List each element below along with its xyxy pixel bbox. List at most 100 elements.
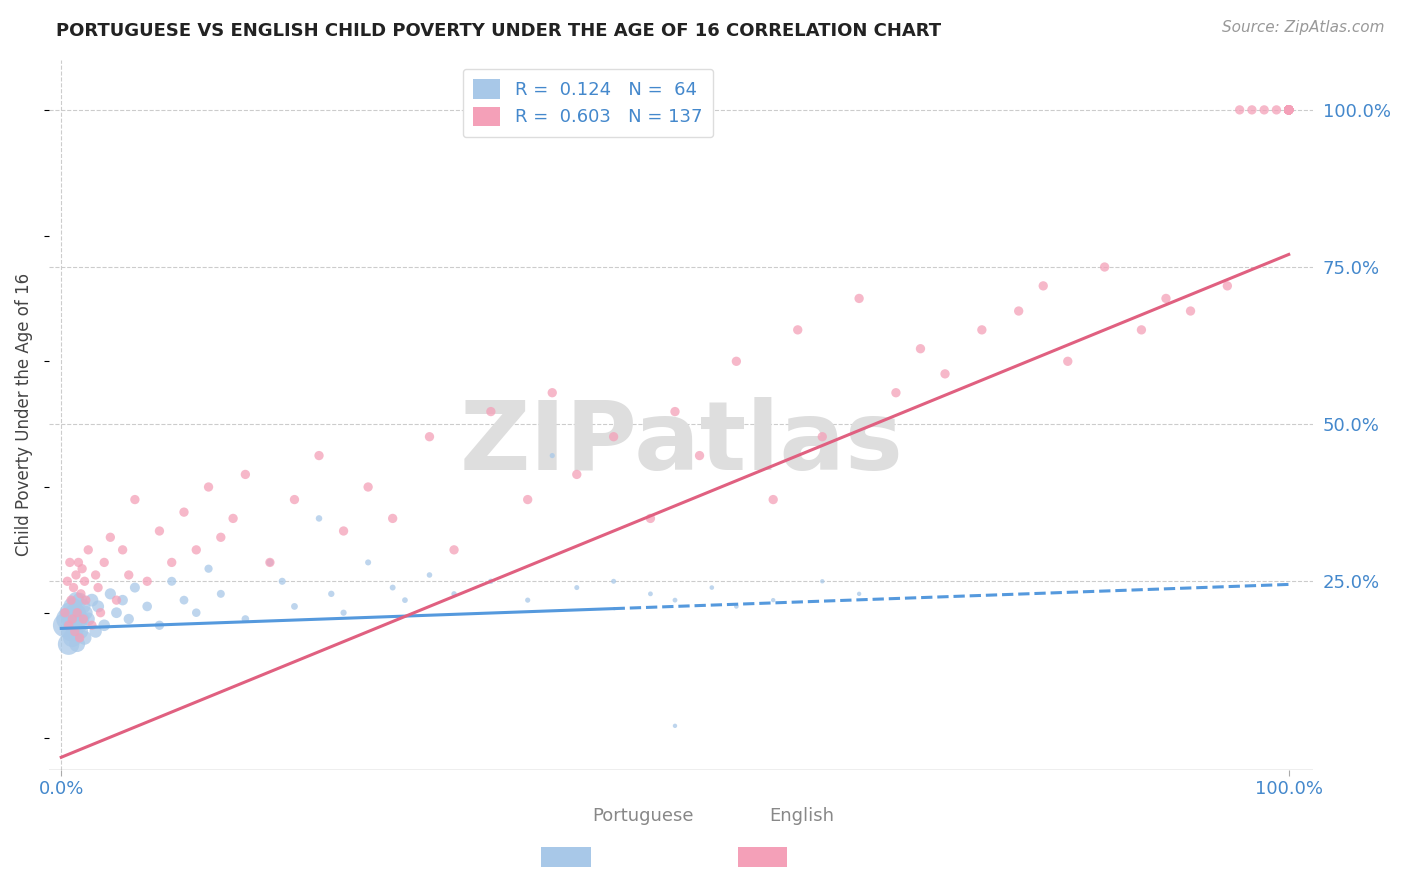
Point <box>148 618 170 632</box>
Point <box>59 606 82 620</box>
Point <box>58 618 80 632</box>
Point <box>60 599 83 614</box>
Point <box>136 574 159 589</box>
Point <box>75 606 97 620</box>
Point <box>1094 260 1116 274</box>
Point <box>56 574 79 589</box>
Point <box>308 449 330 463</box>
Point <box>1265 103 1288 117</box>
Point <box>66 606 89 620</box>
Point <box>53 618 76 632</box>
Point <box>418 568 440 582</box>
Point <box>75 593 97 607</box>
Point <box>1130 323 1153 337</box>
Point <box>1229 103 1251 117</box>
Point <box>443 587 465 601</box>
Point <box>970 323 993 337</box>
Point <box>1008 304 1031 318</box>
Point <box>93 618 115 632</box>
Point <box>934 367 956 381</box>
Point <box>1278 103 1301 117</box>
Point <box>1278 103 1301 117</box>
Point <box>65 612 87 626</box>
Point <box>1278 103 1301 117</box>
Point <box>321 587 343 601</box>
Point <box>541 385 564 400</box>
Point <box>1278 103 1301 117</box>
Point <box>60 612 83 626</box>
Point <box>381 581 404 595</box>
Point <box>1278 103 1301 117</box>
Point <box>283 599 305 614</box>
Point <box>1278 103 1301 117</box>
Point <box>173 505 195 519</box>
Point <box>602 574 624 589</box>
Point <box>565 581 588 595</box>
Point <box>811 574 834 589</box>
Point <box>58 637 80 651</box>
Point <box>160 574 183 589</box>
Point <box>111 542 134 557</box>
Point <box>700 581 723 595</box>
Point <box>60 612 83 626</box>
Point <box>1180 304 1202 318</box>
Text: Source: ZipAtlas.com: Source: ZipAtlas.com <box>1222 20 1385 35</box>
Point <box>60 631 83 645</box>
Point <box>222 511 245 525</box>
Point <box>1253 103 1275 117</box>
Point <box>689 449 711 463</box>
Legend: R =  0.124   N =  64, R =  0.603   N = 137: R = 0.124 N = 64, R = 0.603 N = 137 <box>463 69 713 137</box>
Point <box>565 467 588 482</box>
Point <box>1278 103 1301 117</box>
Point <box>84 568 107 582</box>
Point <box>725 599 748 614</box>
Point <box>664 404 686 418</box>
Point <box>209 587 232 601</box>
Point <box>357 480 380 494</box>
Point <box>1278 103 1301 117</box>
Point <box>118 612 141 626</box>
Point <box>664 719 686 733</box>
Point <box>148 524 170 538</box>
Point <box>1278 103 1301 117</box>
Y-axis label: Child Poverty Under the Age of 16: Child Poverty Under the Age of 16 <box>15 273 32 557</box>
Point <box>118 568 141 582</box>
Point <box>105 593 128 607</box>
Point <box>1278 103 1301 117</box>
Point <box>418 430 440 444</box>
Point <box>235 612 257 626</box>
Point <box>173 593 195 607</box>
Point <box>89 606 111 620</box>
Point <box>80 593 103 607</box>
Point <box>98 530 121 544</box>
Point <box>332 524 354 538</box>
Point <box>1278 103 1301 117</box>
Point <box>516 492 538 507</box>
Point <box>235 467 257 482</box>
Point <box>87 581 110 595</box>
Point <box>69 618 91 632</box>
Point <box>664 593 686 607</box>
Point <box>111 593 134 607</box>
Point <box>72 599 94 614</box>
Point <box>884 385 907 400</box>
Point <box>1278 103 1301 117</box>
Point <box>67 556 90 570</box>
Point <box>77 612 100 626</box>
Point <box>73 574 96 589</box>
Point <box>1278 103 1301 117</box>
Point <box>541 449 564 463</box>
Point <box>98 587 121 601</box>
Point <box>53 606 76 620</box>
Point <box>910 342 932 356</box>
Point <box>1278 103 1301 117</box>
Point <box>479 404 502 418</box>
Point <box>762 492 785 507</box>
Point <box>70 612 93 626</box>
Point <box>332 606 354 620</box>
Point <box>186 606 208 620</box>
Point <box>1278 103 1301 117</box>
Point <box>63 624 86 639</box>
Point <box>80 618 103 632</box>
Point <box>1278 103 1301 117</box>
